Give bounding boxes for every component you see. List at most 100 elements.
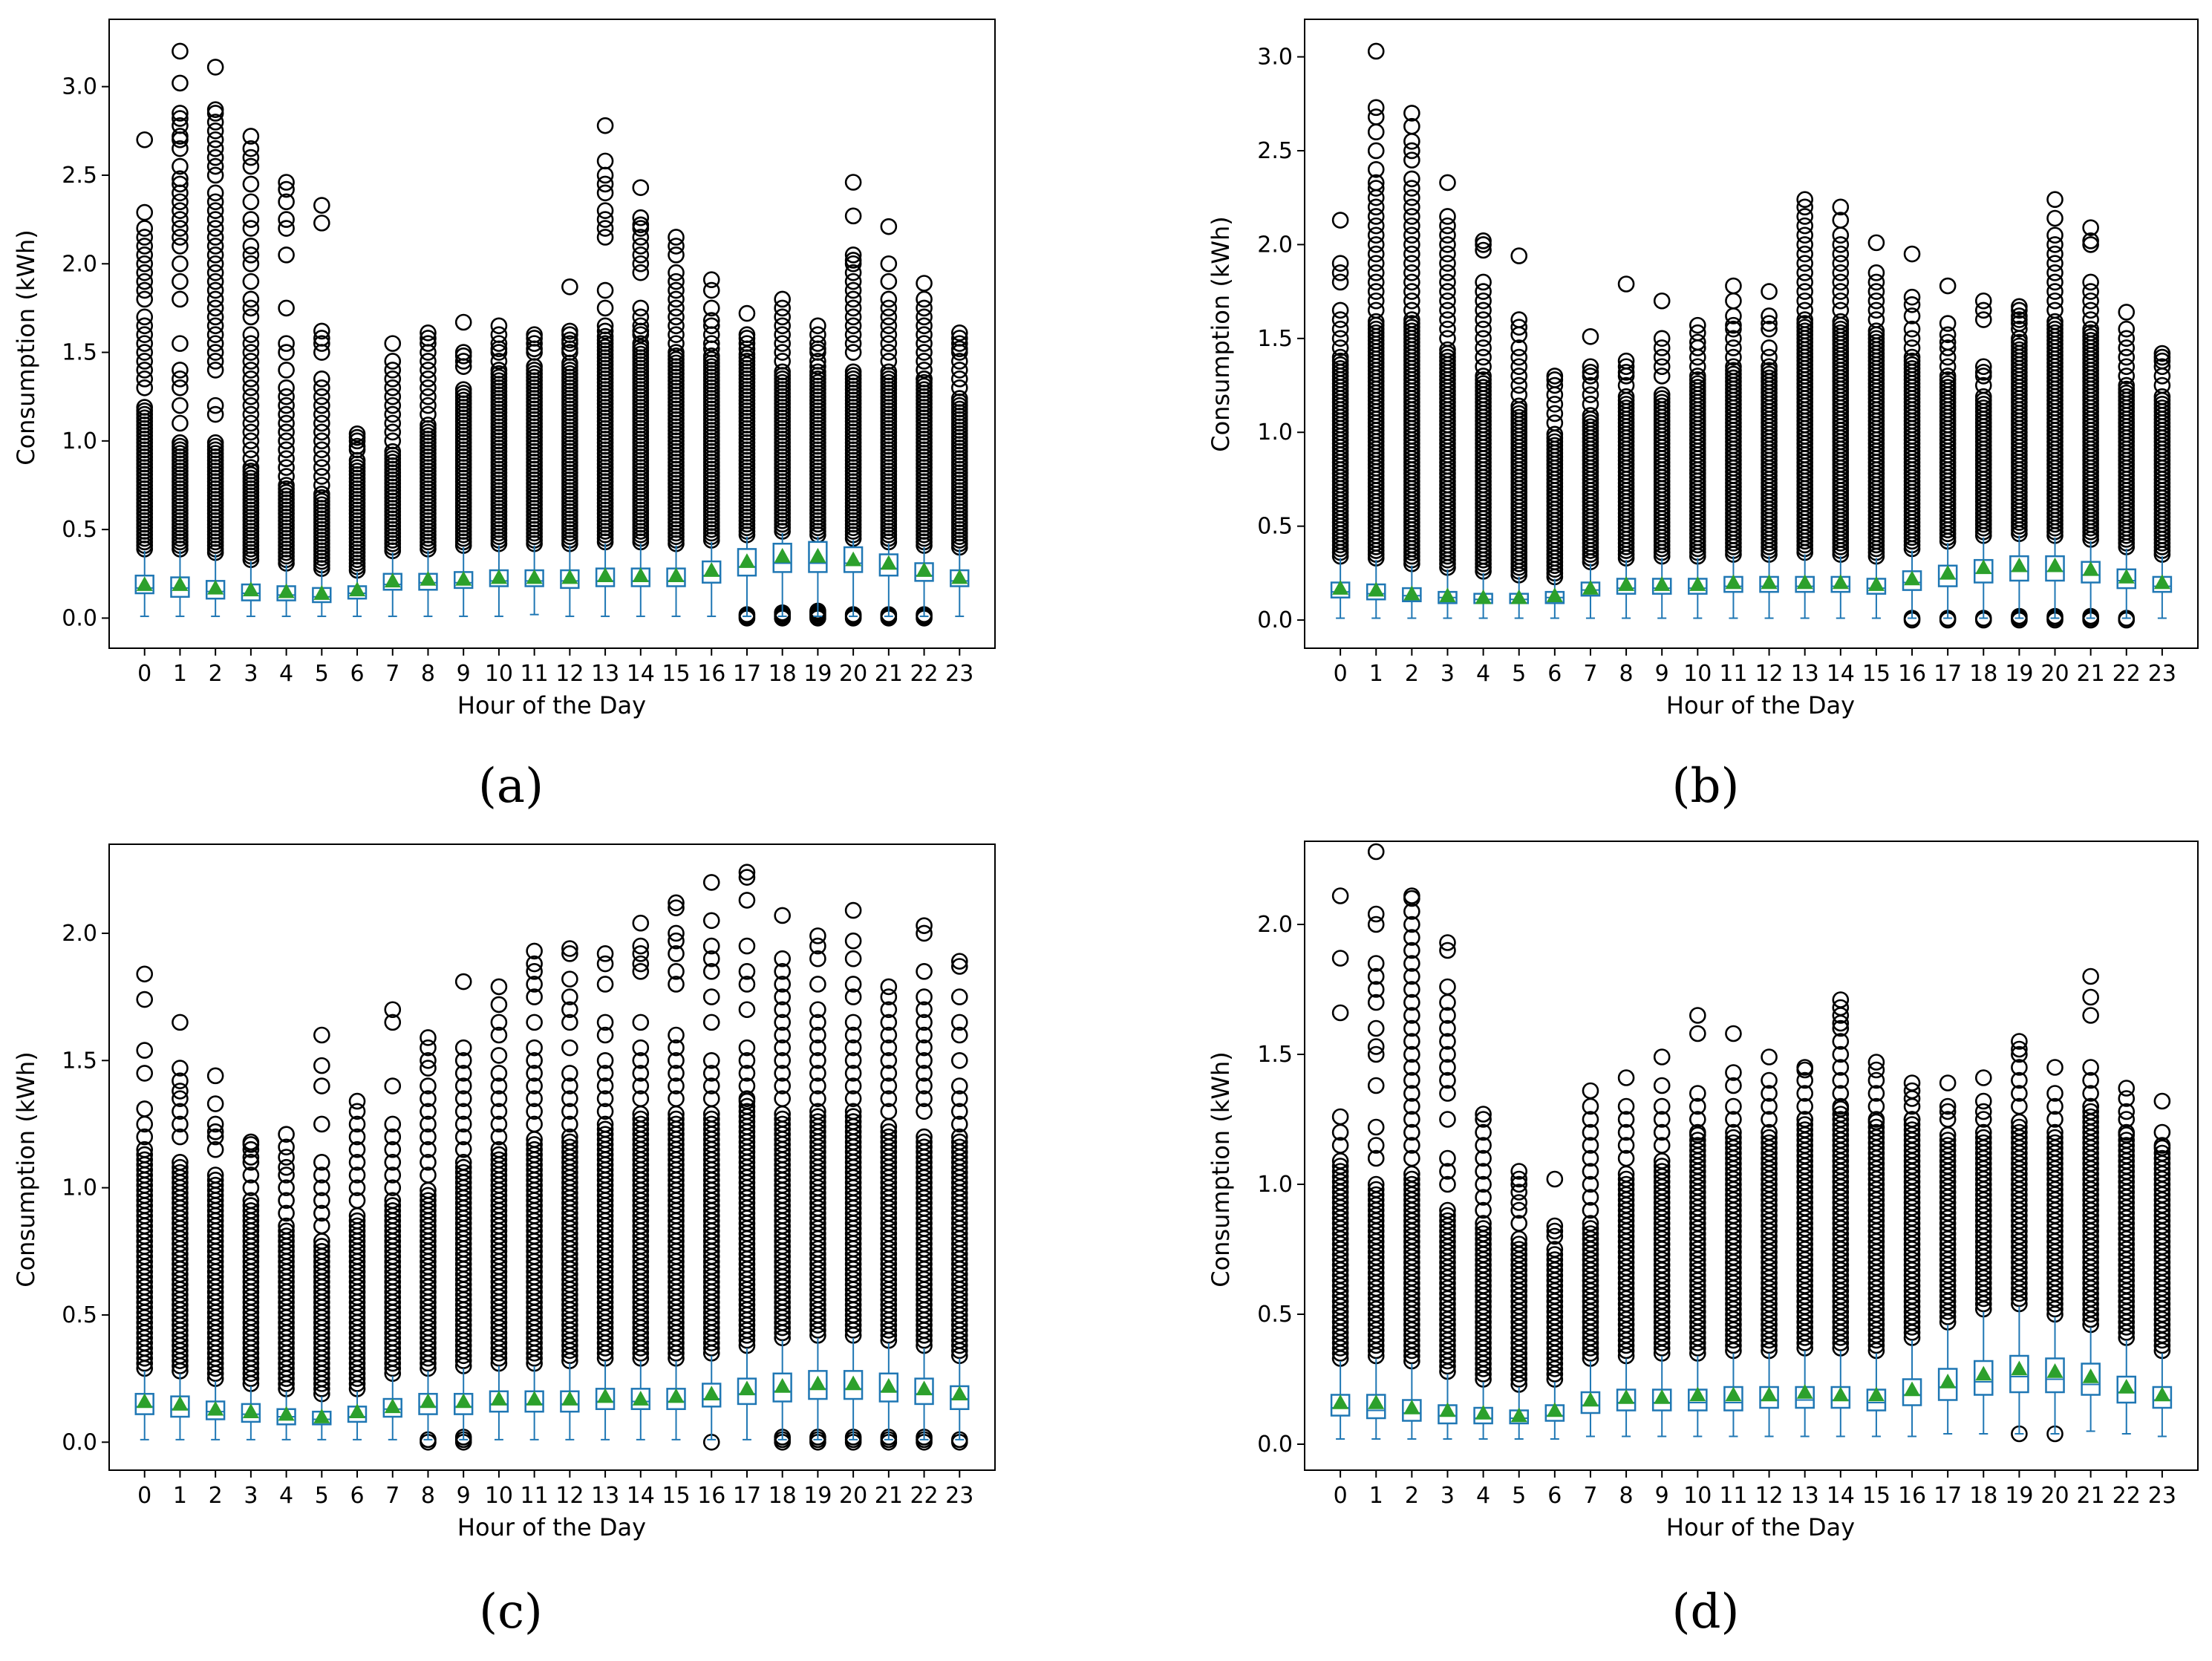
ylabel-d: Consumption (kWh) xyxy=(1207,1051,1235,1288)
outlier-point xyxy=(668,963,685,980)
outlier-point xyxy=(172,202,189,219)
outlier-point xyxy=(526,1077,543,1094)
outlier-point xyxy=(1367,264,1385,281)
outlier-point xyxy=(2082,320,2099,338)
outlier-point xyxy=(2118,339,2136,356)
outlier-point xyxy=(1367,245,1385,263)
outlier-point xyxy=(172,110,189,127)
outlier-point xyxy=(1439,236,1456,253)
outlier-point xyxy=(844,326,862,343)
outlier-point xyxy=(1903,307,1921,324)
outlier-point xyxy=(1974,301,1992,319)
y-tick-label: 1.0 xyxy=(1257,1172,1293,1198)
outlier-point xyxy=(844,363,862,381)
outlier-point xyxy=(1832,264,1850,281)
axes-frame-a xyxy=(108,19,996,649)
outlier-point xyxy=(738,1090,756,1107)
mean-marker xyxy=(597,567,614,582)
outlier-point xyxy=(1367,955,1385,972)
outlier-point xyxy=(242,1192,260,1210)
mean-marker xyxy=(2118,568,2135,584)
mean-marker xyxy=(597,1388,614,1403)
outlier-point xyxy=(1367,313,1385,330)
outlier-point xyxy=(454,1164,472,1181)
outlier-point xyxy=(738,963,756,980)
outlier-point xyxy=(242,193,260,211)
outlier-point xyxy=(809,363,826,381)
x-tick-label: 17 xyxy=(733,661,761,687)
outlier-point xyxy=(526,1039,543,1057)
outlier-point-max xyxy=(420,1029,437,1046)
mean-marker xyxy=(455,570,472,586)
x-tick-label: 12 xyxy=(1755,661,1783,687)
outlier-point xyxy=(1796,311,1813,328)
outlier-point xyxy=(278,1217,295,1235)
outlier-point xyxy=(172,184,189,202)
outlier-point xyxy=(1939,348,1957,366)
outliers-hour-16 xyxy=(702,874,720,1451)
x-tick-label: 18 xyxy=(769,661,797,687)
outlier-point xyxy=(172,211,189,228)
outlier-point xyxy=(384,1166,402,1184)
outlier-point xyxy=(420,1140,437,1158)
outlier-point xyxy=(1974,358,1992,376)
outlier-point xyxy=(596,322,614,340)
outlier-point xyxy=(206,264,224,281)
x-tick-label: 16 xyxy=(1898,661,1926,687)
outliers-hour-5 xyxy=(313,1026,330,1403)
outlier-point xyxy=(242,441,260,459)
outlier-point xyxy=(1367,283,1385,300)
mean-marker xyxy=(1332,580,1349,595)
outlier-point xyxy=(844,317,862,335)
outlier-point xyxy=(1331,1158,1349,1175)
outlier-point xyxy=(1331,311,1349,328)
outlier-point xyxy=(950,1014,968,1031)
outlier-point xyxy=(313,335,330,352)
outlier-point xyxy=(668,924,685,942)
outlier-point xyxy=(348,1192,366,1210)
outlier-point xyxy=(809,1051,826,1069)
outlier-point xyxy=(809,353,826,370)
outlier-point xyxy=(702,1065,720,1082)
outlier-point-max xyxy=(172,1014,189,1031)
outlier-point xyxy=(1761,315,1778,332)
outlier-point xyxy=(1725,320,1742,338)
outlier-point xyxy=(632,238,650,255)
mean-marker xyxy=(136,1393,153,1409)
outlier-point xyxy=(2118,368,2136,385)
mean-marker xyxy=(526,569,543,584)
plot-area-d: 0.00.51.01.52.00 1 2 3 4 5 6 7 8 9 10 11 12 13 14 15 16 1… xyxy=(1257,841,2199,1509)
outlier-point xyxy=(420,388,437,405)
y-tick-label: 1.5 xyxy=(62,1048,97,1074)
mean-marker xyxy=(738,553,755,568)
outlier-point xyxy=(278,379,295,397)
outlier-point xyxy=(809,1065,826,1082)
outlier-point xyxy=(1403,283,1420,300)
outlier-point xyxy=(313,477,330,494)
mean-marker xyxy=(1368,1394,1385,1409)
mean-marker xyxy=(207,1400,224,1416)
x-tick-label: 17 xyxy=(733,1483,761,1509)
outlier-point xyxy=(313,450,330,468)
outlier-point xyxy=(561,1115,578,1133)
outliers-hour-18 xyxy=(1974,292,1992,629)
outlier-point xyxy=(313,414,330,432)
outlier-point xyxy=(596,1051,614,1069)
outlier-point xyxy=(313,1077,330,1094)
outliers-hour-11 xyxy=(526,326,543,552)
outlier-point xyxy=(844,247,862,264)
outlier-point xyxy=(172,1060,189,1077)
mean-marker xyxy=(1867,576,1885,591)
mean-marker xyxy=(1939,564,1957,580)
outlier-point-max xyxy=(1439,174,1456,192)
y-tick-label: 1.0 xyxy=(62,428,97,454)
outlier-point xyxy=(1974,311,1992,328)
outlier-point xyxy=(313,432,330,450)
outliers-hour-4 xyxy=(1475,232,1492,580)
x-tick-label: 8 xyxy=(421,661,435,687)
outlier-point xyxy=(278,1149,295,1166)
outlier-point xyxy=(916,1103,933,1120)
outlier-point xyxy=(1367,1175,1385,1193)
outlier-point xyxy=(172,229,189,246)
mean-marker xyxy=(809,547,826,563)
